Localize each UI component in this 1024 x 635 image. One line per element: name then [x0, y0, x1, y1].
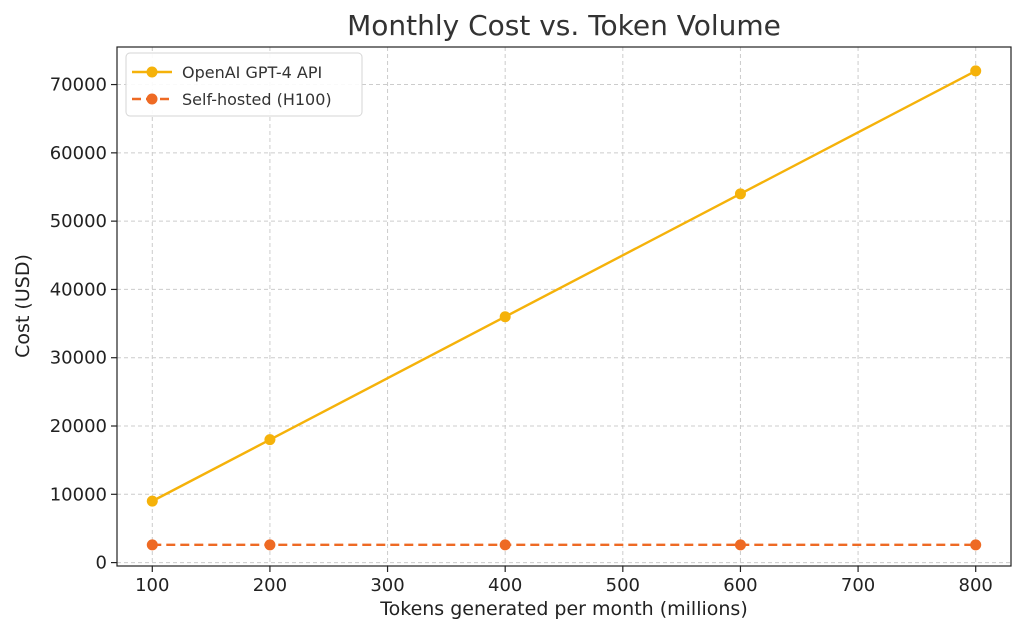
- chart-title: Monthly Cost vs. Token Volume: [347, 9, 781, 42]
- x-tick-label: 400: [488, 575, 522, 596]
- data-point: [734, 188, 746, 200]
- series-layer: [146, 65, 982, 551]
- y-tick-label: 20000: [50, 416, 107, 437]
- data-point: [970, 539, 982, 551]
- legend-box: [125, 52, 363, 117]
- y-tick-label: 30000: [50, 348, 107, 369]
- y-tick-label: 0: [96, 553, 107, 574]
- grid: [117, 47, 1011, 566]
- x-tick-label: 500: [606, 575, 640, 596]
- legend-label: OpenAI GPT-4 API: [182, 63, 322, 82]
- data-point: [264, 434, 276, 446]
- data-point: [146, 495, 158, 507]
- legend: OpenAI GPT-4 API Self-hosted (H100): [125, 52, 363, 117]
- data-point: [146, 539, 158, 551]
- plot-frame: [116, 46, 1012, 567]
- x-tick-label: 300: [370, 575, 404, 596]
- x-tick-label: 600: [723, 575, 757, 596]
- data-point: [734, 539, 746, 551]
- y-tick-label: 10000: [50, 484, 107, 505]
- series-line-0: [151, 69, 977, 503]
- y-tick-label: 60000: [50, 143, 107, 164]
- data-point: [970, 65, 982, 77]
- x-axis-label: Tokens generated per month (millions): [379, 598, 748, 620]
- y-tick-label: 70000: [50, 75, 107, 96]
- x-tick-label: 200: [253, 575, 287, 596]
- x-tick-label: 800: [959, 575, 993, 596]
- y-tick-label: 50000: [50, 211, 107, 232]
- data-point: [499, 539, 511, 551]
- legend-marker: [146, 93, 158, 105]
- y-axis-label: Cost (USD): [12, 254, 34, 358]
- x-tick-label: 700: [841, 575, 875, 596]
- data-point: [499, 311, 511, 323]
- y-tick-label: 40000: [50, 279, 107, 300]
- axis-ticks: 100 200 300 400 500 600 700 800 0 10000 20000 30000…: [50, 75, 993, 596]
- legend-label: Self-hosted (H100): [182, 90, 332, 109]
- x-tick-label: 100: [135, 575, 169, 596]
- data-point: [264, 539, 276, 551]
- legend-marker: [146, 66, 158, 78]
